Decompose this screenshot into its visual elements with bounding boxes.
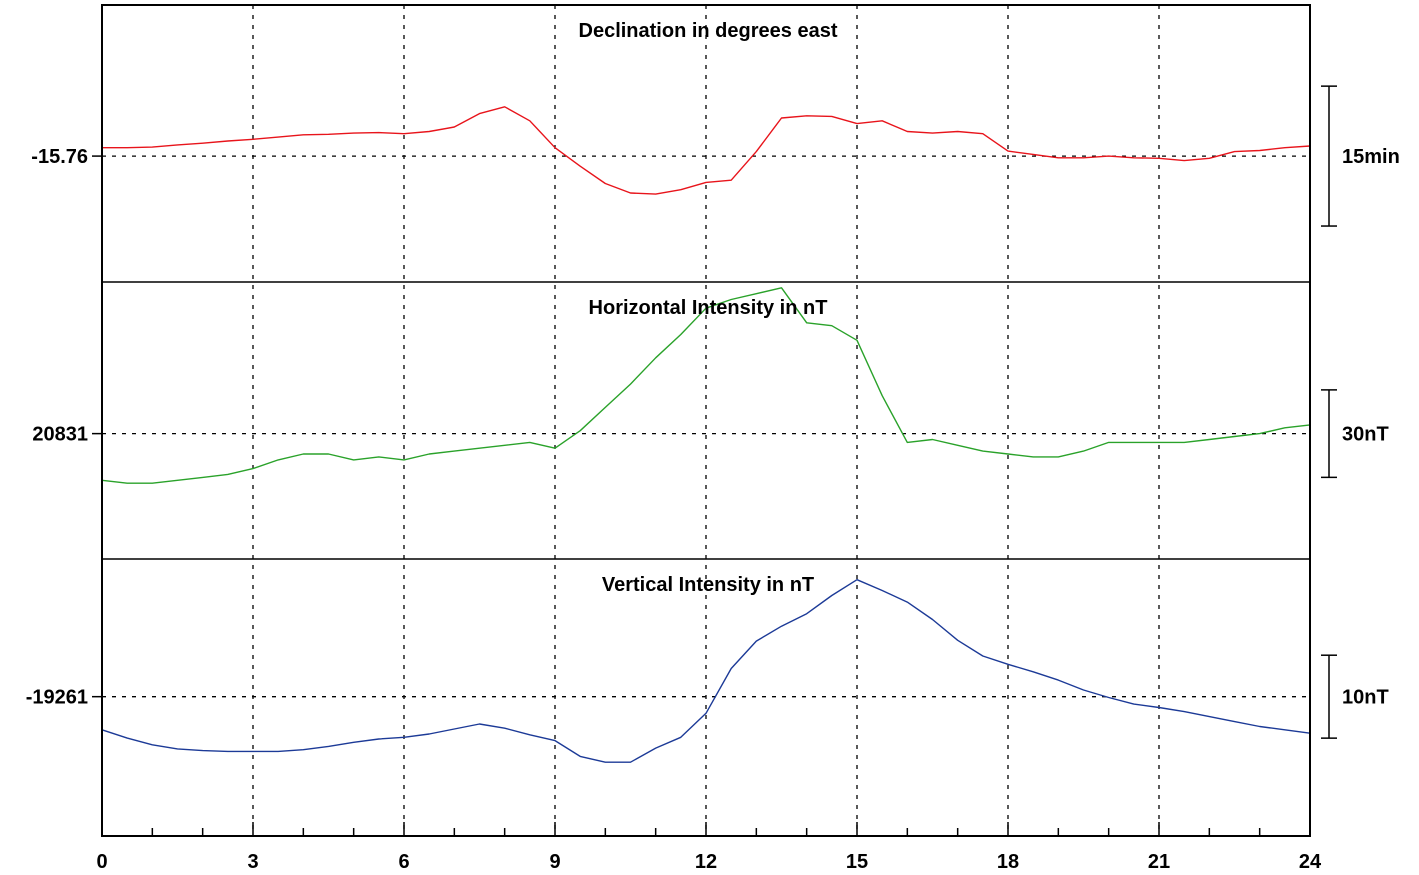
panel-title: Declination in degrees east xyxy=(579,20,838,42)
x-tick-label: 12 xyxy=(695,851,717,873)
reference-label: -19261 xyxy=(26,687,88,709)
series-group xyxy=(101,106,1311,763)
scale-label: 10nT xyxy=(1342,687,1389,709)
x-tick-label: 21 xyxy=(1148,851,1170,873)
plot-frame xyxy=(92,4,1337,837)
scale-label: 15min xyxy=(1342,146,1400,168)
x-tick-label: 9 xyxy=(549,851,560,873)
x-tick-label: 15 xyxy=(846,851,868,873)
series-line-2 xyxy=(101,287,1311,484)
x-tick-label: 3 xyxy=(247,851,258,873)
x-tick-label: 0 xyxy=(96,851,107,873)
x-tick-label: 6 xyxy=(398,851,409,873)
labels-group: Declination in degrees east -15.76 15min Ho… xyxy=(26,20,1400,873)
plot-border xyxy=(101,4,1311,837)
x-tick-label: 24 xyxy=(1299,851,1322,873)
reference-label: -15.76 xyxy=(31,146,88,168)
series-line-3 xyxy=(101,579,1311,763)
panel-title: Horizontal Intensity in nT xyxy=(589,297,828,319)
grid-lines xyxy=(102,5,1310,836)
panel-title: Vertical Intensity in nT xyxy=(602,574,814,596)
scale-label: 30nT xyxy=(1342,424,1389,446)
reference-label: 20831 xyxy=(32,424,88,446)
series-line-1 xyxy=(102,106,1311,195)
x-tick-label: 18 xyxy=(997,851,1019,873)
